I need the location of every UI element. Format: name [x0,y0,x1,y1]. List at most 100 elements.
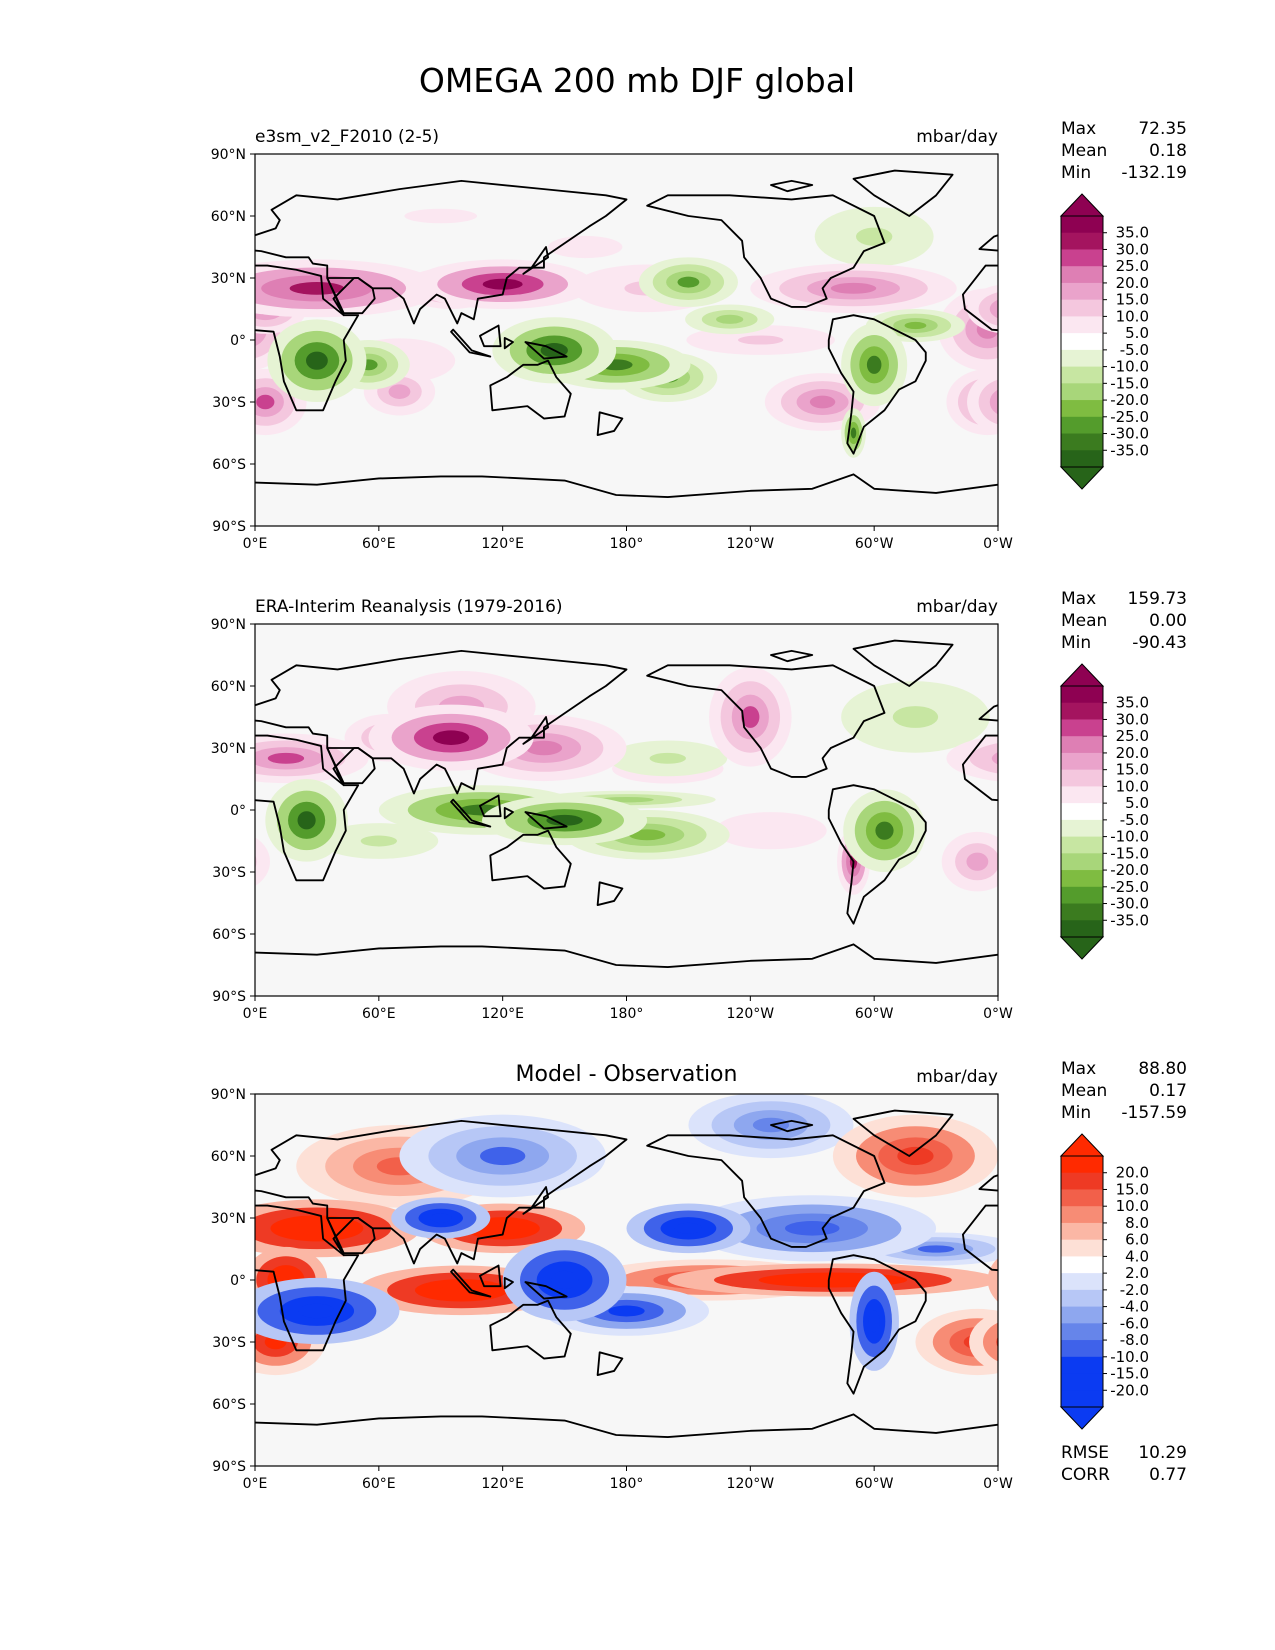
field-feature-4-ring-3 [360,835,397,847]
colorbar-label: -8.0 [1120,1331,1149,1349]
colorbar-segment [1061,1206,1103,1224]
colorbar-segment [1061,349,1103,368]
colorbar-segment [1061,836,1103,854]
lat-tick-label: 60°S [212,457,246,473]
colorbar-label: 2.0 [1125,1264,1149,1282]
lon-tick-label: 0°E [243,536,268,552]
colorbar-segment [1061,433,1103,451]
colorbar-label: 5.0 [1125,324,1149,342]
lon-tick-label: 0°W [983,1476,1013,1492]
field-feature-15-wrap-ring-3 [999,395,1017,410]
field-feature-9-ring-3 [608,1305,645,1317]
lon-tick-label: 180° [610,1006,644,1022]
colorbar-extend-top [1059,193,1105,217]
metric-value-corr: 0.77 [1149,1465,1187,1485]
field-feature-12-ring-3 [904,321,927,330]
colorbar-segment [1061,333,1103,351]
colorbar-label: -5.0 [1120,811,1149,829]
colorbar-label: 4.0 [1125,1247,1149,1265]
stat-value-min: -90.43 [1132,633,1187,653]
field-feature-8-ring-3 [830,282,877,294]
colorbar-label: 30.0 [1116,710,1149,728]
colorbar-label: -25.0 [1110,408,1149,426]
colorbar-label: -2.0 [1120,1281,1149,1299]
field-feature-7-ring-3 [388,384,411,399]
colorbar-label: -15.0 [1110,844,1149,862]
field-feature-17-ring-3 [297,811,316,830]
field-feature-12-ring-3 [741,706,760,728]
metric-value-rmse: 10.29 [1138,1443,1187,1463]
colorbar-segment [1061,316,1103,334]
field-feature-10-ring-3 [628,829,666,841]
lat-tick-label: 30°S [212,1335,246,1351]
lat-tick-label: 60°N [211,679,246,695]
field-feature-15-ring-3 [429,1213,452,1223]
colorbar-segment [1061,1273,1103,1291]
units-label: mbar/day [916,127,998,147]
colorbar-segment [1061,383,1103,401]
field-feature-14-wrap-ring-3 [999,304,1017,315]
field-feature-3-ring-3 [649,752,686,764]
field-layer [255,667,1047,895]
colorbar-segment [1061,786,1103,804]
colorbar-segment [1061,903,1103,921]
colorbar-label: 10.0 [1116,1197,1149,1215]
lat-tick-label: 30°N [211,1211,246,1227]
colorbar-segment [1061,769,1103,787]
colorbar-segment [1061,1222,1103,1241]
stat-label-mean: Mean [1061,141,1107,161]
field-feature-6-ring-3 [966,852,989,871]
stat-value-min: -132.19 [1121,163,1187,183]
lat-tick-label: 60°N [211,1149,246,1165]
field-feature-19-ring-3 [868,1310,880,1333]
colorbar-segment [1061,1323,1103,1341]
field-feature-10-ring-3 [294,1221,340,1235]
colorbar-label: 10.0 [1116,777,1149,795]
colorbar-segment [1061,1373,1103,1391]
colorbar-outline [1060,685,1104,938]
colorbar-label: 15.0 [1116,1180,1149,1198]
stat-value-max: 159.73 [1128,589,1187,609]
field-feature-13-wrap-ring-0 [987,1258,998,1302]
lat-tick-label: 60°S [212,927,246,943]
colorbar-extend-bottom [1059,466,1105,490]
colorbar-label: -4.0 [1120,1298,1149,1316]
colorbar-label: -20.0 [1110,1381,1149,1399]
lon-tick-label: 60°E [362,536,396,552]
colorbar-label: 35.0 [1116,224,1149,242]
metric-label-rmse: RMSE [1061,1443,1109,1463]
lat-tick-label: 90°N [211,1087,246,1103]
colorbar-segment [1061,736,1103,754]
colorbar-label: 8.0 [1125,1214,1149,1232]
colorbar-segment [1061,366,1103,384]
colorbar-segment [1061,752,1103,771]
field-feature-18-ring-3 [674,1222,703,1234]
colorbar-segment [1061,702,1103,720]
colorbar-segment [1061,819,1103,838]
colorbar-label: 20.0 [1116,274,1149,292]
field-feature-11-wrap-ring-2 [991,752,998,765]
colorbar-extend-top [1059,1133,1105,1157]
field-feature-2-ring-3 [917,1245,955,1253]
lon-tick-label: 60°E [362,1006,396,1022]
colorbar-label: -5.0 [1120,341,1149,359]
colorbar-outline [1060,215,1104,468]
lon-tick-label: 180° [610,1476,644,1492]
field-feature-11-wrap-ring-3 [1011,753,1047,764]
colorbar-segment [1061,686,1103,704]
field-feature-17-ring-3 [550,1270,579,1290]
colorbar-segment [1061,450,1103,468]
metric-label-corr: CORR [1061,1465,1110,1485]
colorbar-label: -25.0 [1110,878,1149,896]
stat-value-max: 88.80 [1138,1059,1187,1079]
colorbar-extend-bottom [1059,1406,1105,1430]
field-feature-6-wrap-ring-1 [255,837,271,886]
colorbar-label: -15.0 [1110,374,1149,392]
colorbar-segment [1061,1356,1103,1375]
stat-label-max: Max [1061,119,1096,139]
lat-tick-label: 30°N [211,741,246,757]
colorbar-segment [1061,1289,1103,1308]
field-feature-15-ring-3 [875,821,894,840]
lon-tick-label: 60°W [855,1006,894,1022]
